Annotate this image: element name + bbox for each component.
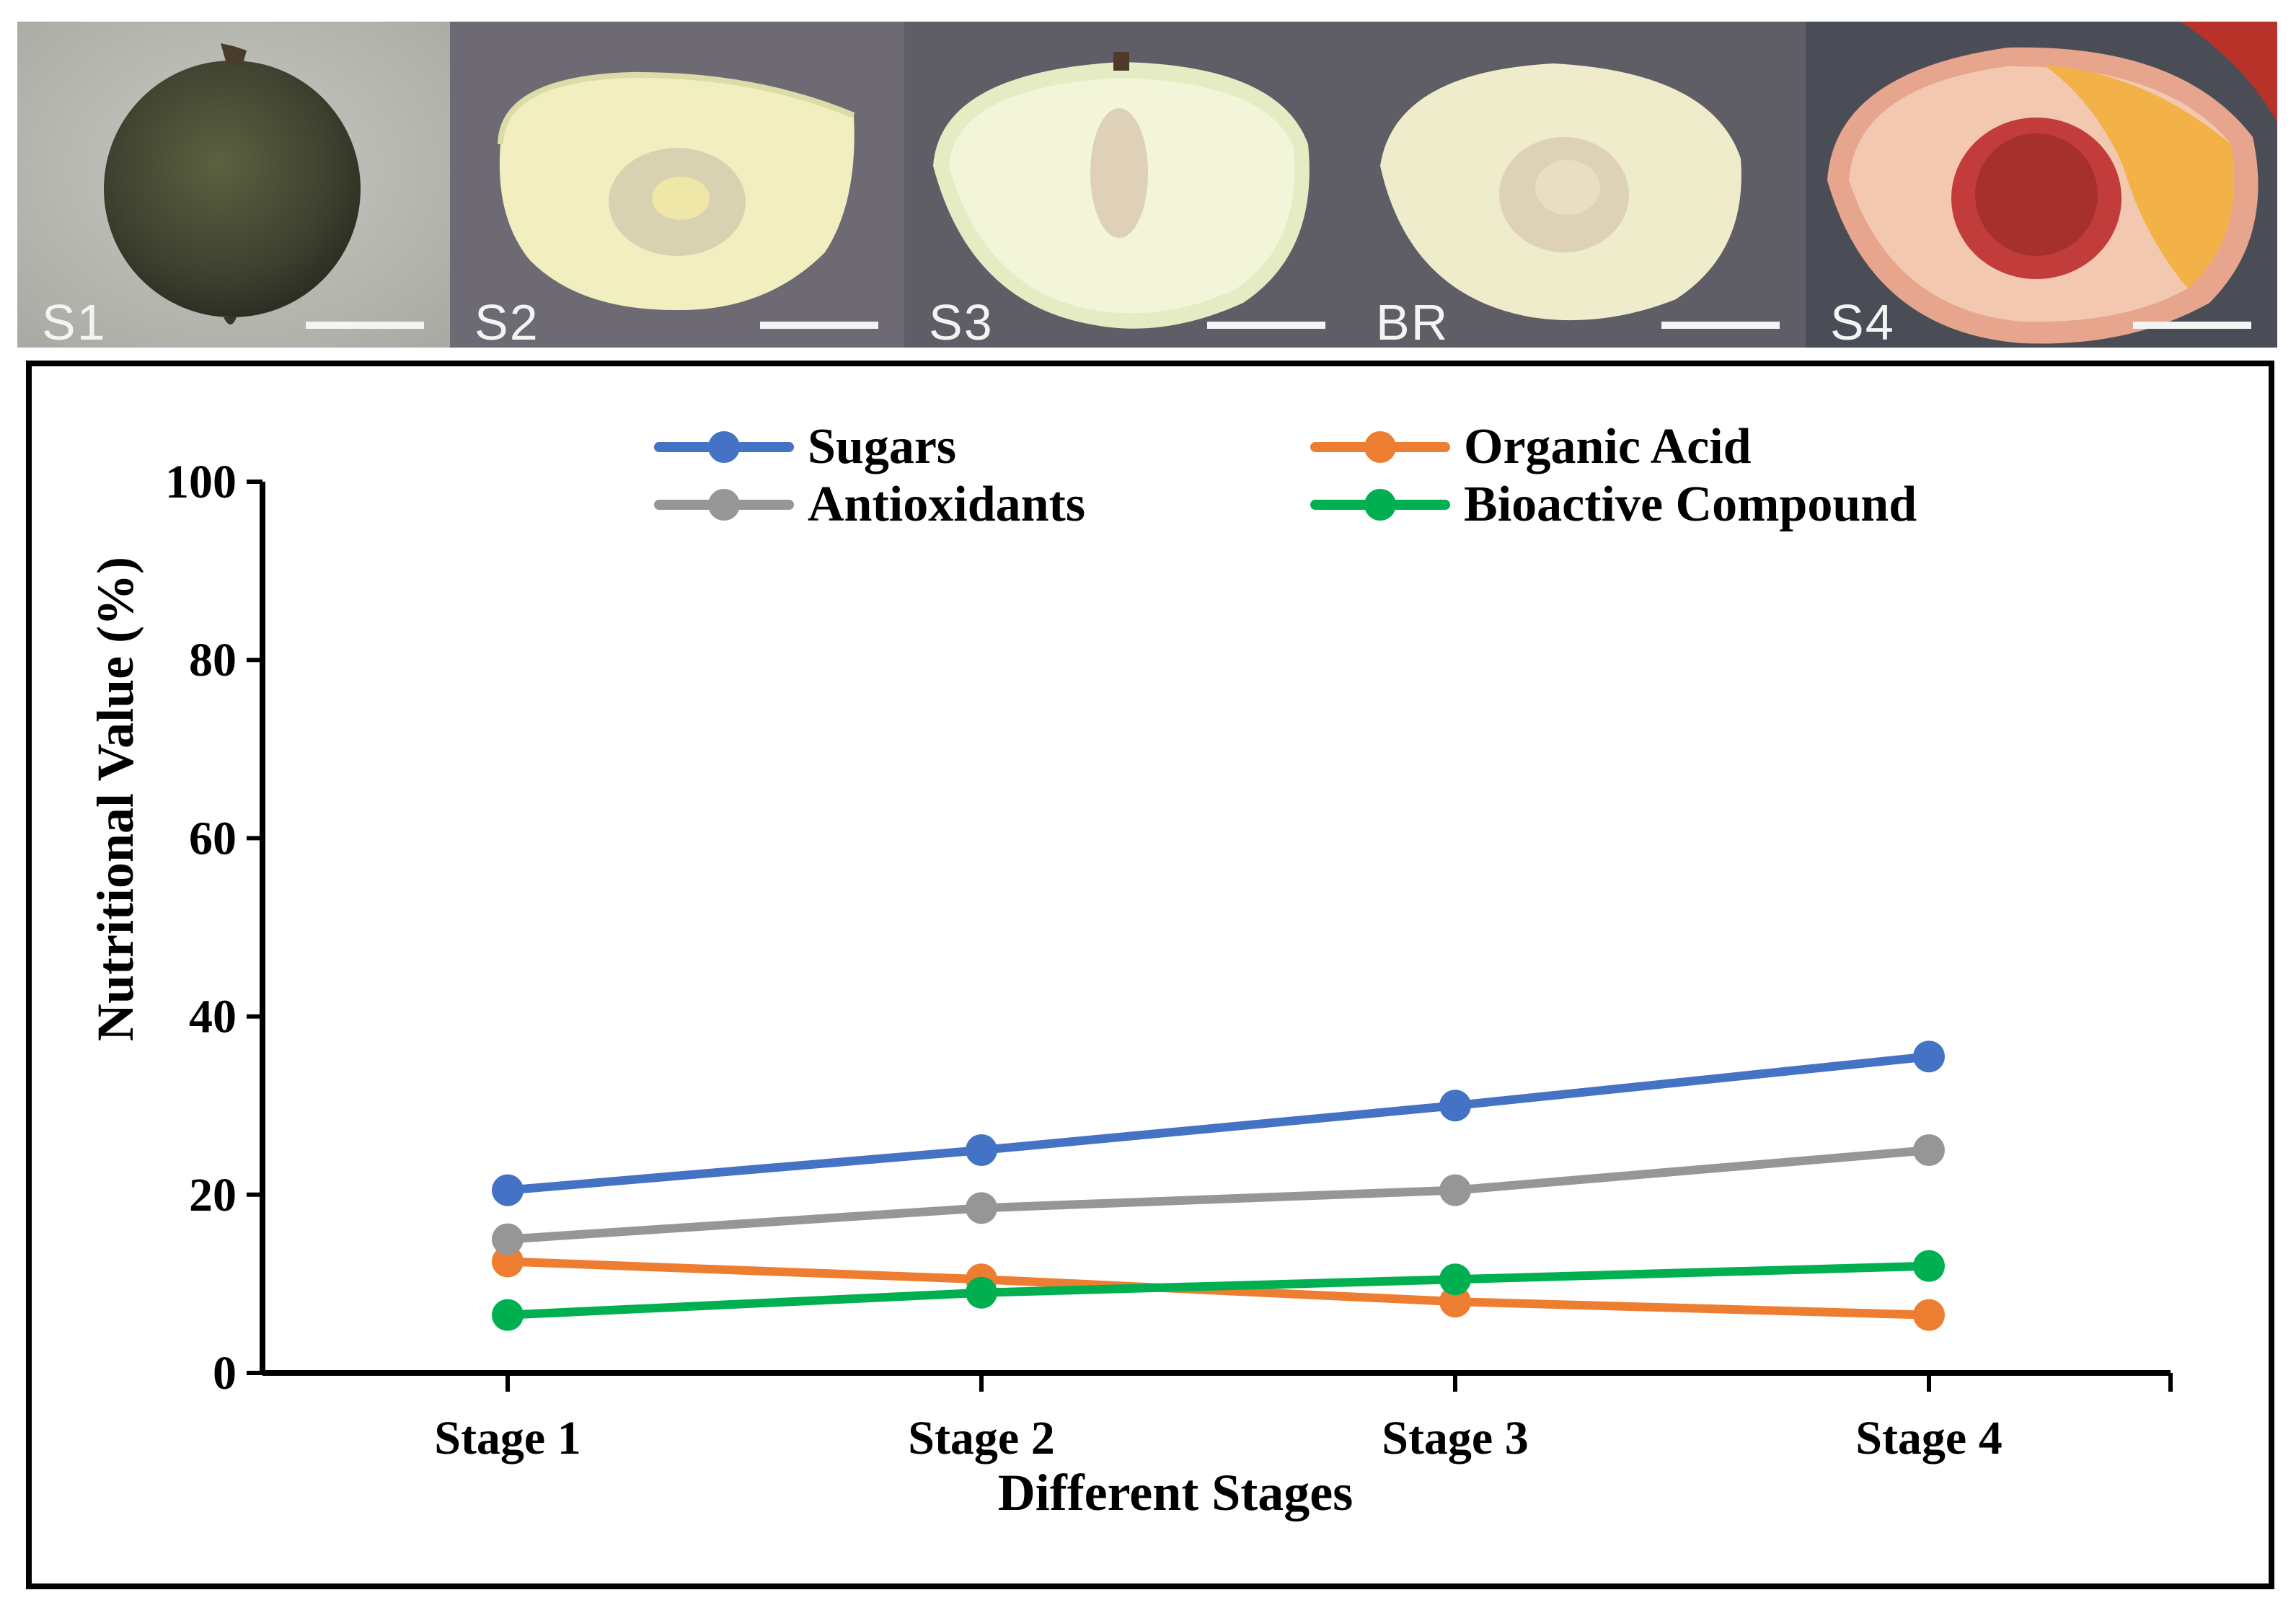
halved-fruit-image xyxy=(450,22,904,348)
data-point-sugars xyxy=(492,1174,524,1206)
y-tick-label: 80 xyxy=(189,634,237,686)
scale-bar xyxy=(306,322,424,329)
line-chart: 0 20 40 60 80 100 Stage 1 Stage 2 Stage 3 Stage 4… xyxy=(87,419,2173,1521)
scale-bar xyxy=(1207,322,1325,329)
data-point-bioactive-compound xyxy=(966,1276,997,1309)
photo-panel-s3: S3 xyxy=(904,22,1351,348)
series-line-bioactive-compound xyxy=(507,1261,1930,1320)
panel-label: S4 xyxy=(1830,294,1895,348)
legend-item-sugars: Sugars xyxy=(654,419,956,474)
x-tick-label: Stage 3 xyxy=(1382,1412,1528,1465)
scale-bar xyxy=(2133,322,2251,329)
legend-marker xyxy=(708,489,740,521)
data-point-organic-acid xyxy=(1913,1299,1945,1331)
chart-frame: 0 20 40 60 80 100 Stage 1 Stage 2 Stage 3 Stage 4… xyxy=(26,361,2274,1589)
y-tick-label: 0 xyxy=(213,1347,237,1400)
panel-label: S2 xyxy=(474,294,539,348)
x-axis-title: Different Stages xyxy=(998,1464,1354,1521)
halved-fruit-image xyxy=(904,22,1351,348)
photo-panel-s2: S2 xyxy=(450,22,904,348)
legend-item-bioactive-compound: Bioactive Compound xyxy=(1310,477,1917,532)
data-point-antioxidants xyxy=(492,1223,524,1255)
x-tick-label: Stage 4 xyxy=(1855,1412,2002,1465)
whole-fruit-image xyxy=(17,22,450,348)
data-point-sugars xyxy=(1439,1090,1471,1122)
x-tick-label: Stage 2 xyxy=(908,1412,1054,1465)
ripe-fruit-image xyxy=(1806,22,2277,348)
scale-bar xyxy=(1661,322,1780,329)
data-point-organic-acid xyxy=(492,1245,524,1278)
panel-label: S1 xyxy=(42,294,107,348)
chart-legend: Sugars Organic Acid Antioxidants Bioactive … xyxy=(654,419,1917,532)
data-point-bioactive-compound xyxy=(1913,1250,1945,1282)
data-point-organic-acid xyxy=(1439,1286,1471,1318)
panel-label: BR xyxy=(1376,294,1449,348)
panel-label: S3 xyxy=(929,294,994,348)
y-tick-label: 100 xyxy=(165,456,237,508)
chart-axes: 0 20 40 60 80 100 Stage 1 Stage 2 Stage 3 Stage 4 xyxy=(165,456,2173,1465)
photo-panel-br: BR xyxy=(1351,22,1806,348)
legend-marker xyxy=(708,431,740,463)
y-axis-title: Nutritional Value (%) xyxy=(87,557,144,1041)
photo-panel-s1: S1 xyxy=(17,22,450,348)
legend-item-antioxidants: Antioxidants xyxy=(654,477,1085,532)
data-point-sugars xyxy=(1913,1041,1945,1073)
data-point-bioactive-compound xyxy=(492,1299,524,1331)
data-point-sugars xyxy=(966,1134,997,1166)
series-line-sugars xyxy=(507,1052,1930,1195)
y-tick-label: 20 xyxy=(189,1169,237,1222)
series-layer xyxy=(492,1041,1945,1331)
y-tick-label: 40 xyxy=(189,991,237,1043)
legend-item-organic-acid: Organic Acid xyxy=(1310,419,1752,474)
x-tick-label: Stage 1 xyxy=(434,1412,580,1465)
legend-marker xyxy=(1364,489,1396,521)
halved-fruit-image xyxy=(1351,22,1806,348)
data-point-antioxidants xyxy=(966,1192,997,1224)
series-line-antioxidants xyxy=(507,1146,1930,1244)
legend-label: Antioxidants xyxy=(808,477,1085,532)
legend-label: Sugars xyxy=(808,419,956,474)
scale-bar xyxy=(760,322,878,329)
data-point-antioxidants xyxy=(1439,1174,1471,1206)
y-tick-label: 60 xyxy=(189,812,237,865)
data-point-antioxidants xyxy=(1913,1134,1945,1166)
legend-label: Bioactive Compound xyxy=(1464,477,1917,532)
data-point-bioactive-compound xyxy=(1439,1263,1471,1296)
legend-label: Organic Acid xyxy=(1464,419,1752,474)
fruit-photo-strip: S1 S2 S3 BR xyxy=(17,22,2277,348)
series-line-organic-acid xyxy=(507,1257,1930,1320)
legend-marker xyxy=(1364,431,1396,463)
photo-panel-s4: S4 xyxy=(1806,22,2277,348)
